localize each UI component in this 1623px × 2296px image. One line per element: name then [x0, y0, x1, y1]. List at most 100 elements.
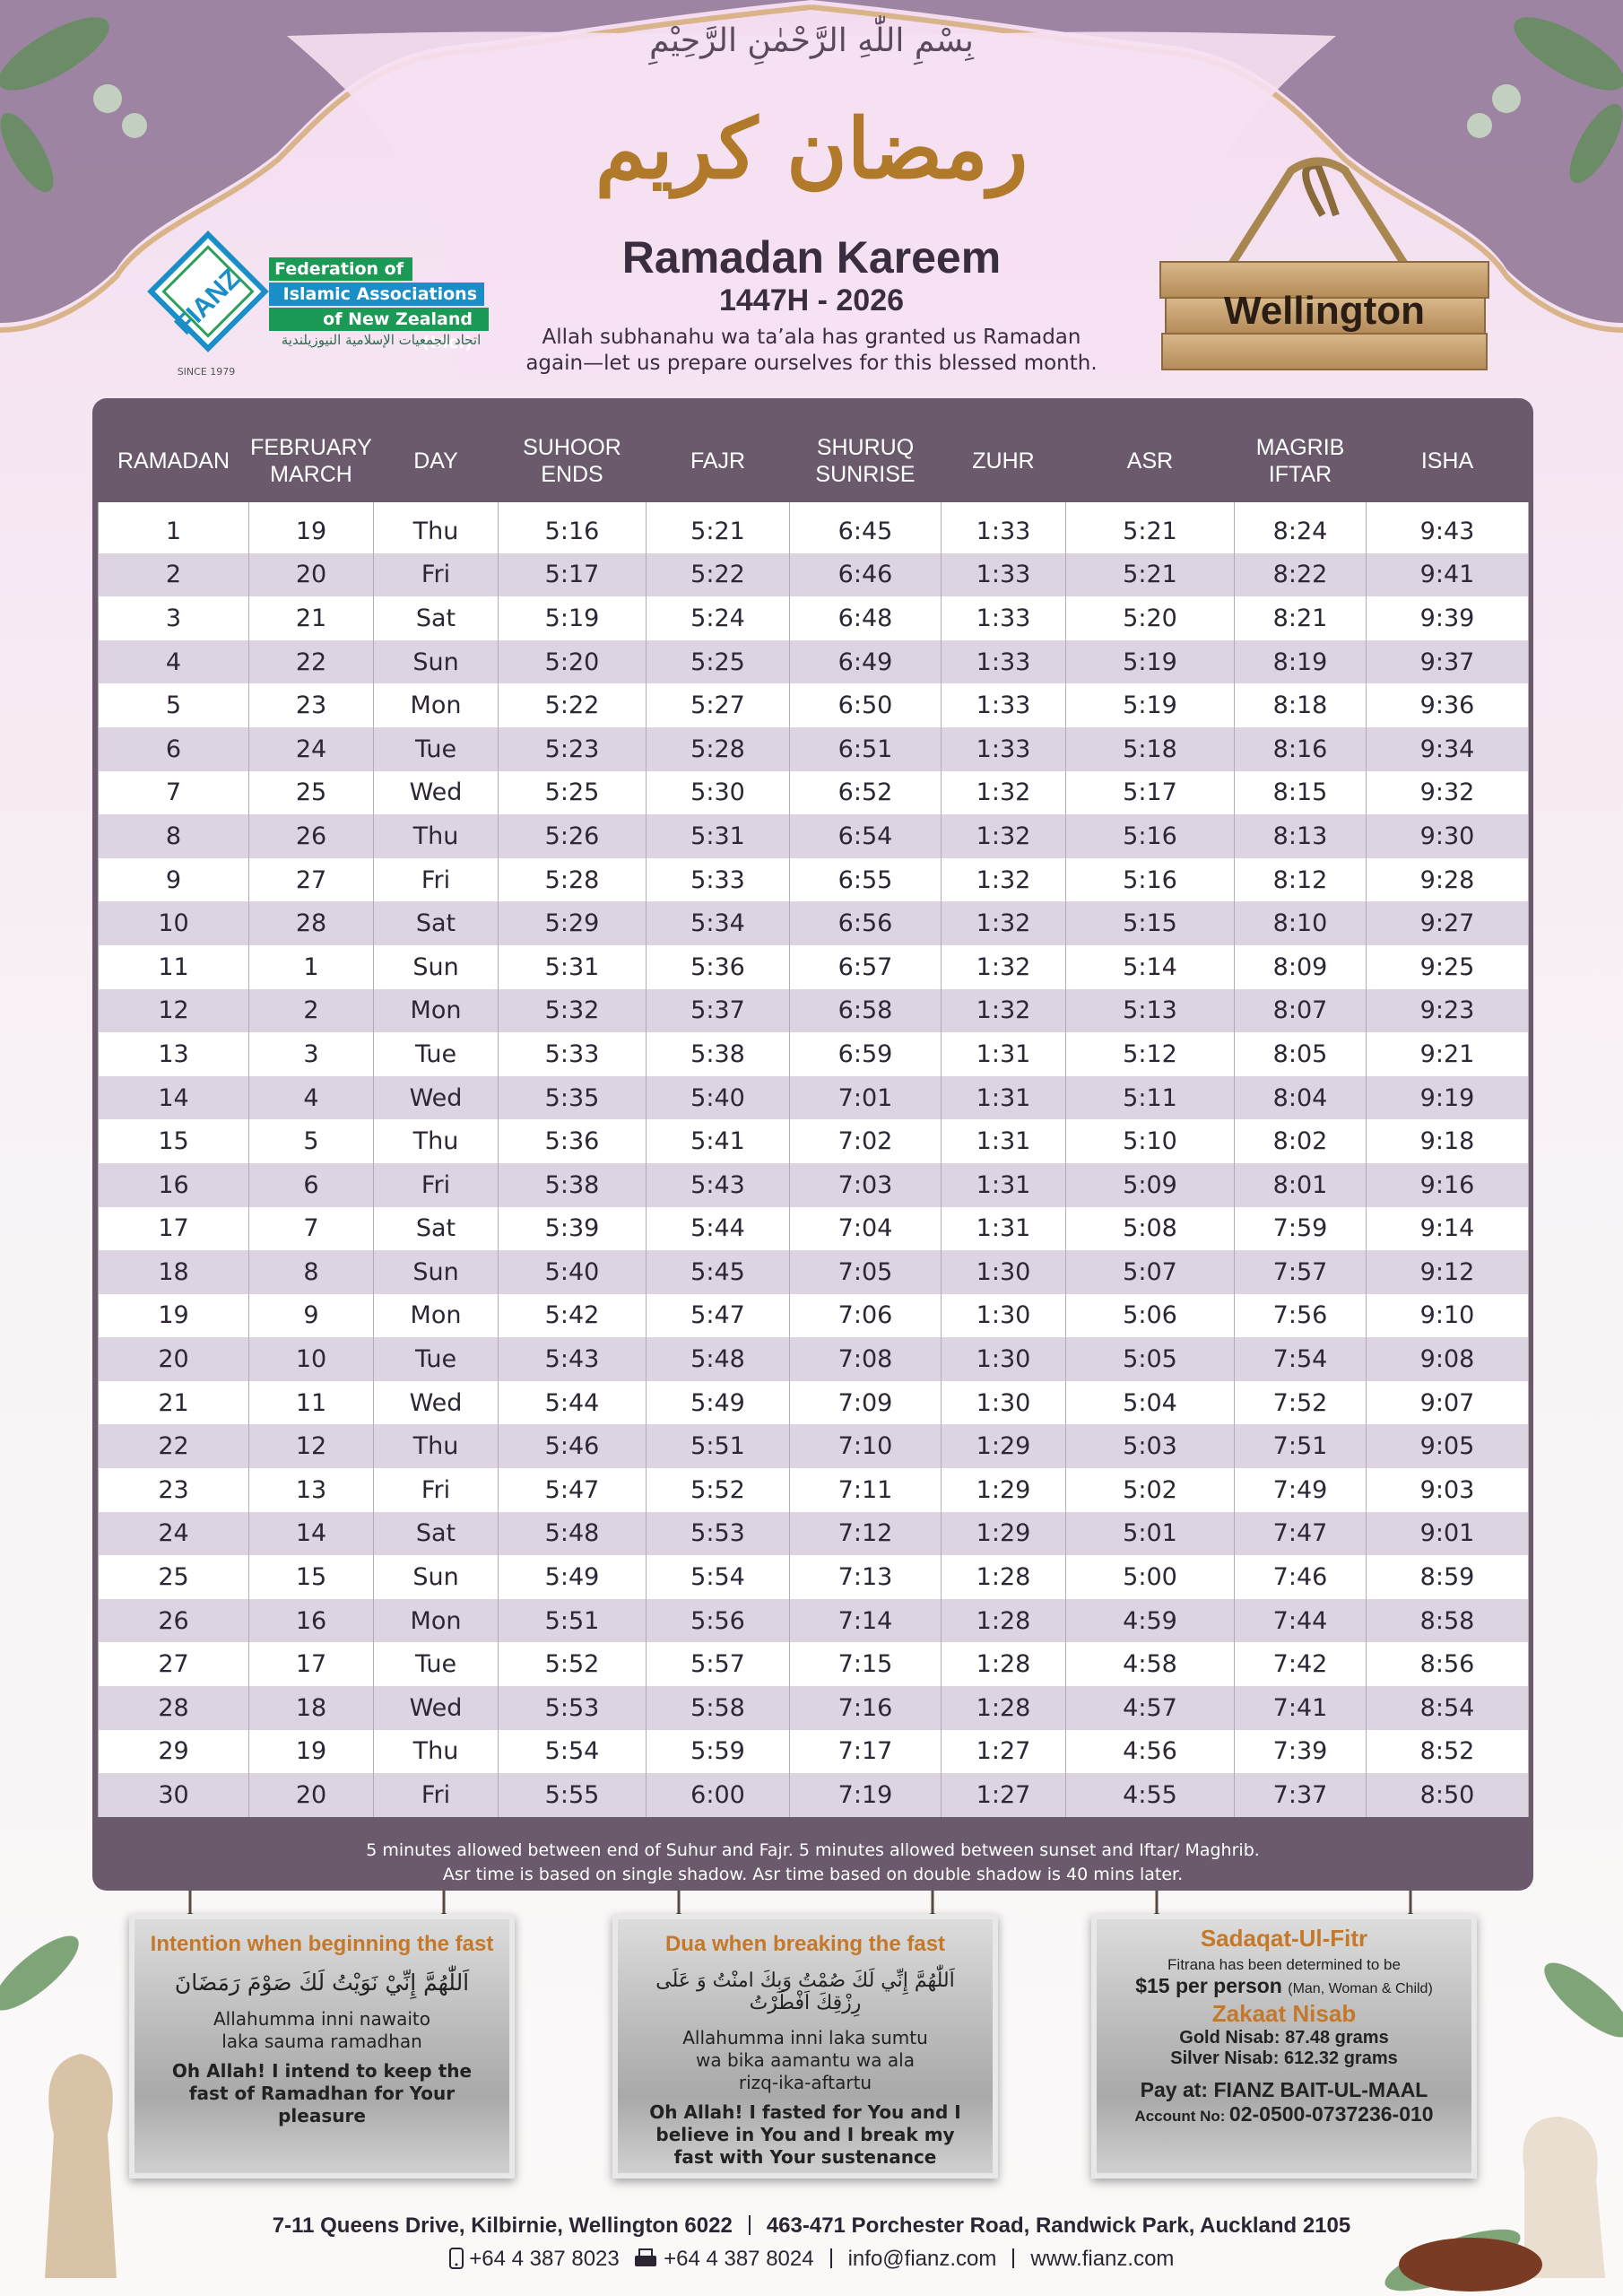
table-cell: 26 — [248, 814, 374, 858]
table-cell: 7:04 — [789, 1206, 942, 1251]
tagline-line: Allah subhanahu wa ta’ala has granted us… — [542, 326, 1081, 349]
spacer-cell — [1366, 502, 1529, 509]
account-line: Account No: 02-0500-0737236-010 — [1109, 2102, 1459, 2126]
zakat-amount: $15 per person — [1135, 1974, 1282, 1997]
table-cell: 5:49 — [646, 1380, 790, 1425]
table-cell: Sun — [373, 639, 499, 684]
table-cell: Wed — [373, 1380, 499, 1425]
table-cell: 9:21 — [1366, 1032, 1529, 1076]
table-cell: 8:12 — [1234, 857, 1367, 902]
table-cell: Thu — [373, 1424, 499, 1469]
table-cell: 7:12 — [789, 1511, 942, 1556]
footer-addresses: 7-11 Queens Drive, Kilbirnie, Wellington… — [0, 2213, 1623, 2239]
table-cell: 5:17 — [498, 552, 647, 597]
table-cell: 4:58 — [1065, 1642, 1235, 1687]
table-cell: 2 — [248, 988, 374, 1033]
table-row: 17 7 Sat 5:39 5:44 7:04 1:31 5:08 7:59 9:14 — [98, 1206, 1529, 1251]
table-cell: 25 — [98, 1555, 249, 1599]
table-cell: 5:52 — [498, 1642, 647, 1687]
table-cell: 1:32 — [941, 770, 1066, 815]
table-cell: 5:56 — [646, 1598, 790, 1643]
table-cell: 5:09 — [1065, 1162, 1235, 1207]
table-cell: 22 — [248, 639, 374, 684]
spacer-cell — [498, 502, 647, 509]
logo-since: SINCE 1979 — [177, 366, 236, 378]
bismillah: بِسْمِ اللّٰهِ الرَّحْمٰنِ الرَّحِيْمِ — [649, 22, 974, 59]
zakat-card: Sadaqat-Ul-Fitr Fitrana has been determi… — [1091, 1914, 1477, 2179]
table-cell: 5 — [98, 683, 249, 727]
table-cell: 1:31 — [941, 1075, 1066, 1120]
table-row: 30 20 Fri 5:55 6:00 7:19 1:27 4:55 7:37 8:50 — [98, 1773, 1529, 1817]
column-header-line: SUHOOR — [523, 435, 621, 460]
table-cell: 5:36 — [646, 944, 790, 989]
table-cell: 6:57 — [789, 944, 942, 989]
table-cell: 7:08 — [789, 1337, 942, 1381]
table-cell: 7:41 — [1234, 1686, 1367, 1730]
table-cell: 1 — [248, 944, 374, 989]
table-cell: 5:10 — [1065, 1119, 1235, 1163]
table-cell: 5:54 — [646, 1555, 790, 1599]
table-cell: 1:31 — [941, 1162, 1066, 1207]
table-cell: 5:49 — [498, 1555, 647, 1599]
table-cell: 26 — [98, 1598, 249, 1643]
table-cell: 15 — [98, 1119, 249, 1163]
table-cell: 1:30 — [941, 1337, 1066, 1381]
table-cell: Fri — [373, 1468, 499, 1512]
table-cell: 8 — [248, 1250, 374, 1294]
table-cell: 6:50 — [789, 683, 942, 727]
table-cell: 5:41 — [646, 1119, 790, 1163]
table-cell: 5:52 — [646, 1468, 790, 1512]
table-cell: 6:48 — [789, 596, 942, 640]
table-cell: 6:45 — [789, 509, 942, 553]
table-cell: 27 — [98, 1642, 249, 1687]
table-cell: 5:53 — [646, 1511, 790, 1556]
card-arabic: اَللّٰهُمَّ إِنِّي لَكَ صُمْتُ وَبِكَ ام… — [655, 1970, 955, 2014]
table-cell: 9:25 — [1366, 944, 1529, 989]
table-cell: 1:29 — [941, 1511, 1066, 1556]
subtitle: 1447H - 2026 — [718, 283, 905, 317]
table-row: 5 23 Mon 5:22 5:27 6:50 1:33 5:19 8:18 9:36 — [98, 683, 1529, 727]
table-cell: 5:48 — [646, 1337, 790, 1381]
table-cell: 19 — [248, 509, 374, 553]
table-cell: 7:19 — [789, 1773, 942, 1817]
fax: +64 4 387 8024 — [664, 2247, 814, 2271]
card-title: Dua when breaking the fast — [664, 1932, 946, 1956]
zakat-intro: Fitrana has been determined to be — [1167, 1956, 1401, 1973]
table-row: 22 12 Thu 5:46 5:51 7:10 1:29 5:03 7:51 9:05 — [98, 1424, 1529, 1469]
table-cell: 8:19 — [1234, 639, 1367, 684]
table-cell: 5:18 — [1065, 726, 1235, 771]
table-row: 2 20 Fri 5:17 5:22 6:46 1:33 5:21 8:22 9:41 — [98, 552, 1529, 597]
table-cell: 16 — [248, 1598, 374, 1643]
table-cell: 6 — [98, 726, 249, 771]
table-row: 21 11 Wed 5:44 5:49 7:09 1:30 5:04 7:52 9:07 — [98, 1380, 1529, 1425]
table-cell: Sun — [373, 1250, 499, 1294]
table-cell: 5:38 — [498, 1162, 647, 1207]
table-cell: 7:57 — [1234, 1250, 1367, 1294]
table-cell: Wed — [373, 1686, 499, 1730]
table-cell: 7:59 — [1234, 1206, 1367, 1251]
table-cell: 18 — [248, 1686, 374, 1730]
table-row: 20 10 Tue 5:43 5:48 7:08 1:30 5:05 7:54 9:08 — [98, 1337, 1529, 1381]
spacer-row — [98, 502, 1529, 509]
table-cell: 8:56 — [1366, 1642, 1529, 1687]
table-cell: 7:54 — [1234, 1337, 1367, 1381]
phone: +64 4 387 8023 — [469, 2247, 620, 2271]
table-cell: 5:29 — [498, 901, 647, 945]
table-cell: 1:33 — [941, 596, 1066, 640]
table-cell: 7:49 — [1234, 1468, 1367, 1512]
table-row: 6 24 Tue 5:23 5:28 6:51 1:33 5:18 8:16 9:34 — [98, 726, 1529, 771]
table-cell: Sat — [373, 1206, 499, 1251]
table-cell: 7:11 — [789, 1468, 942, 1512]
table-cell: 20 — [248, 1773, 374, 1817]
table-cell: 5:25 — [498, 770, 647, 815]
table-cell: 4:59 — [1065, 1598, 1235, 1643]
table-cell: 8:07 — [1234, 988, 1367, 1033]
table-cell: 5:11 — [1065, 1075, 1235, 1120]
table-cell: 5:40 — [646, 1075, 790, 1120]
table-cell: 5:16 — [498, 509, 647, 553]
table-cell: 27 — [248, 857, 374, 902]
table-cell: Mon — [373, 683, 499, 727]
logo-text: Federation of Islamic Associations of Ne… — [274, 257, 489, 352]
zakat-amount-note: (Man, Woman & Child) — [1288, 1981, 1433, 1996]
table-cell: 9:30 — [1366, 814, 1529, 858]
